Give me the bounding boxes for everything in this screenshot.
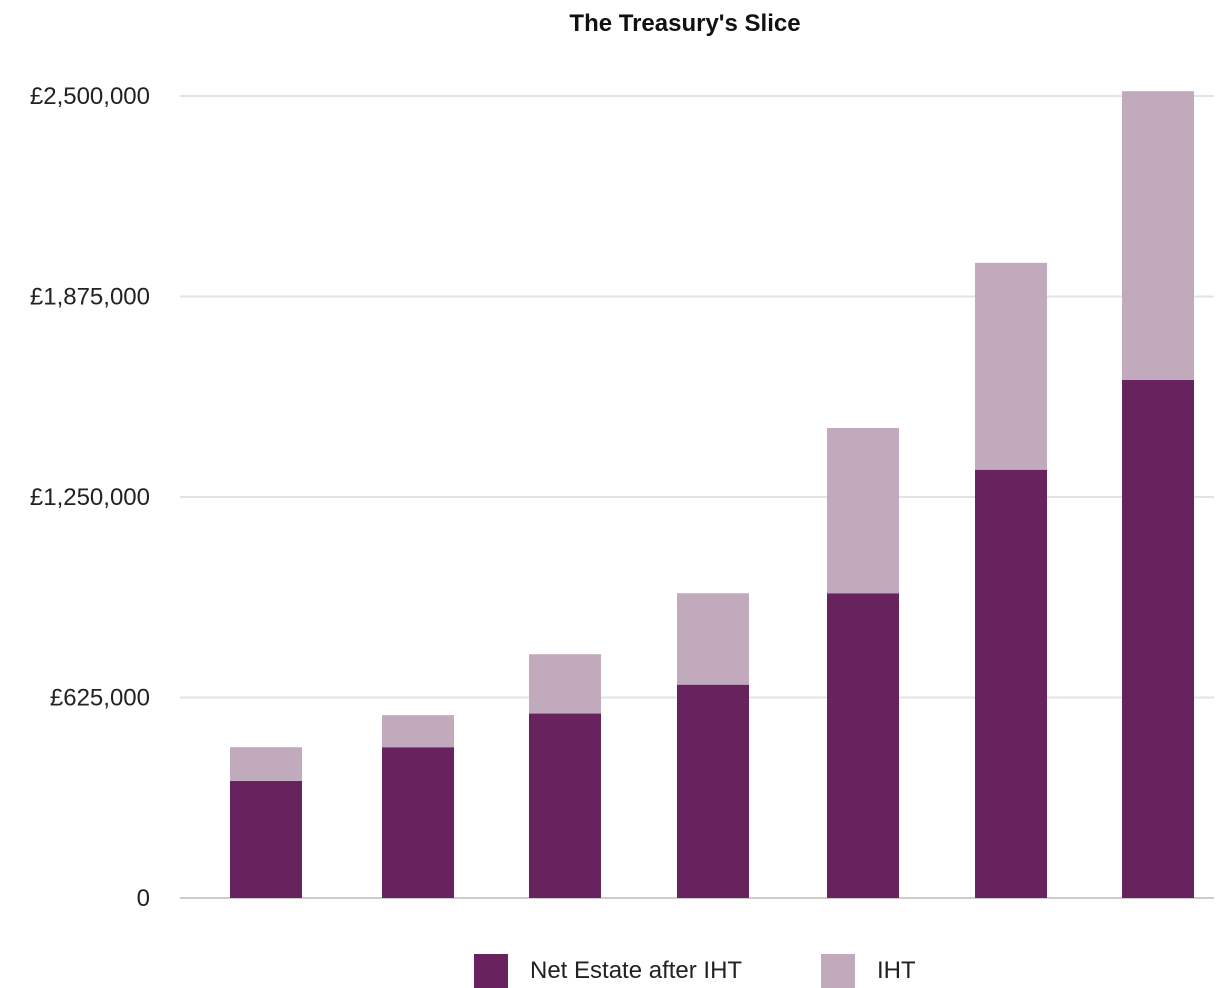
y-tick-label: £1,875,000 xyxy=(30,284,150,311)
legend-label-iht: IHT xyxy=(877,957,916,984)
bar-iht xyxy=(230,747,302,781)
bar-iht xyxy=(827,428,899,594)
legend-item-iht: IHT xyxy=(821,954,916,988)
legend-label-net-estate: Net Estate after IHT xyxy=(530,957,743,984)
legend-item-net-estate: Net Estate after IHT xyxy=(474,954,742,988)
bar-iht xyxy=(975,262,1047,470)
bar-iht xyxy=(382,715,454,748)
y-tick-label: £1,250,000 xyxy=(30,484,150,511)
legend-swatch-iht xyxy=(821,954,855,988)
bar-net-estate xyxy=(230,780,302,898)
bar-iht xyxy=(529,654,601,714)
legend: Net Estate after IHT IHT xyxy=(0,954,1226,988)
bar-iht xyxy=(677,593,749,685)
bar-net-estate xyxy=(677,684,749,898)
bar-net-estate xyxy=(827,593,899,898)
bar-net-estate xyxy=(975,469,1047,898)
bar-net-estate xyxy=(382,747,454,898)
y-tick-label: 0 xyxy=(137,885,150,912)
bars xyxy=(230,91,1194,899)
bar-iht xyxy=(1122,91,1194,380)
bar-net-estate xyxy=(529,713,601,898)
y-tick-label: £2,500,000 xyxy=(30,83,150,110)
legend-swatch-net-estate xyxy=(474,954,508,988)
bar-net-estate xyxy=(1122,379,1194,899)
chart-title: The Treasury's Slice xyxy=(569,10,801,37)
y-axis: 0 £625,000 £1,250,000 £1,875,000 £2,500,000 xyxy=(30,83,150,912)
y-tick-label: £625,000 xyxy=(50,685,150,712)
stacked-bar-chart: 0 £625,000 £1,250,000 £1,875,000 £2,500,000 xyxy=(30,83,1214,912)
